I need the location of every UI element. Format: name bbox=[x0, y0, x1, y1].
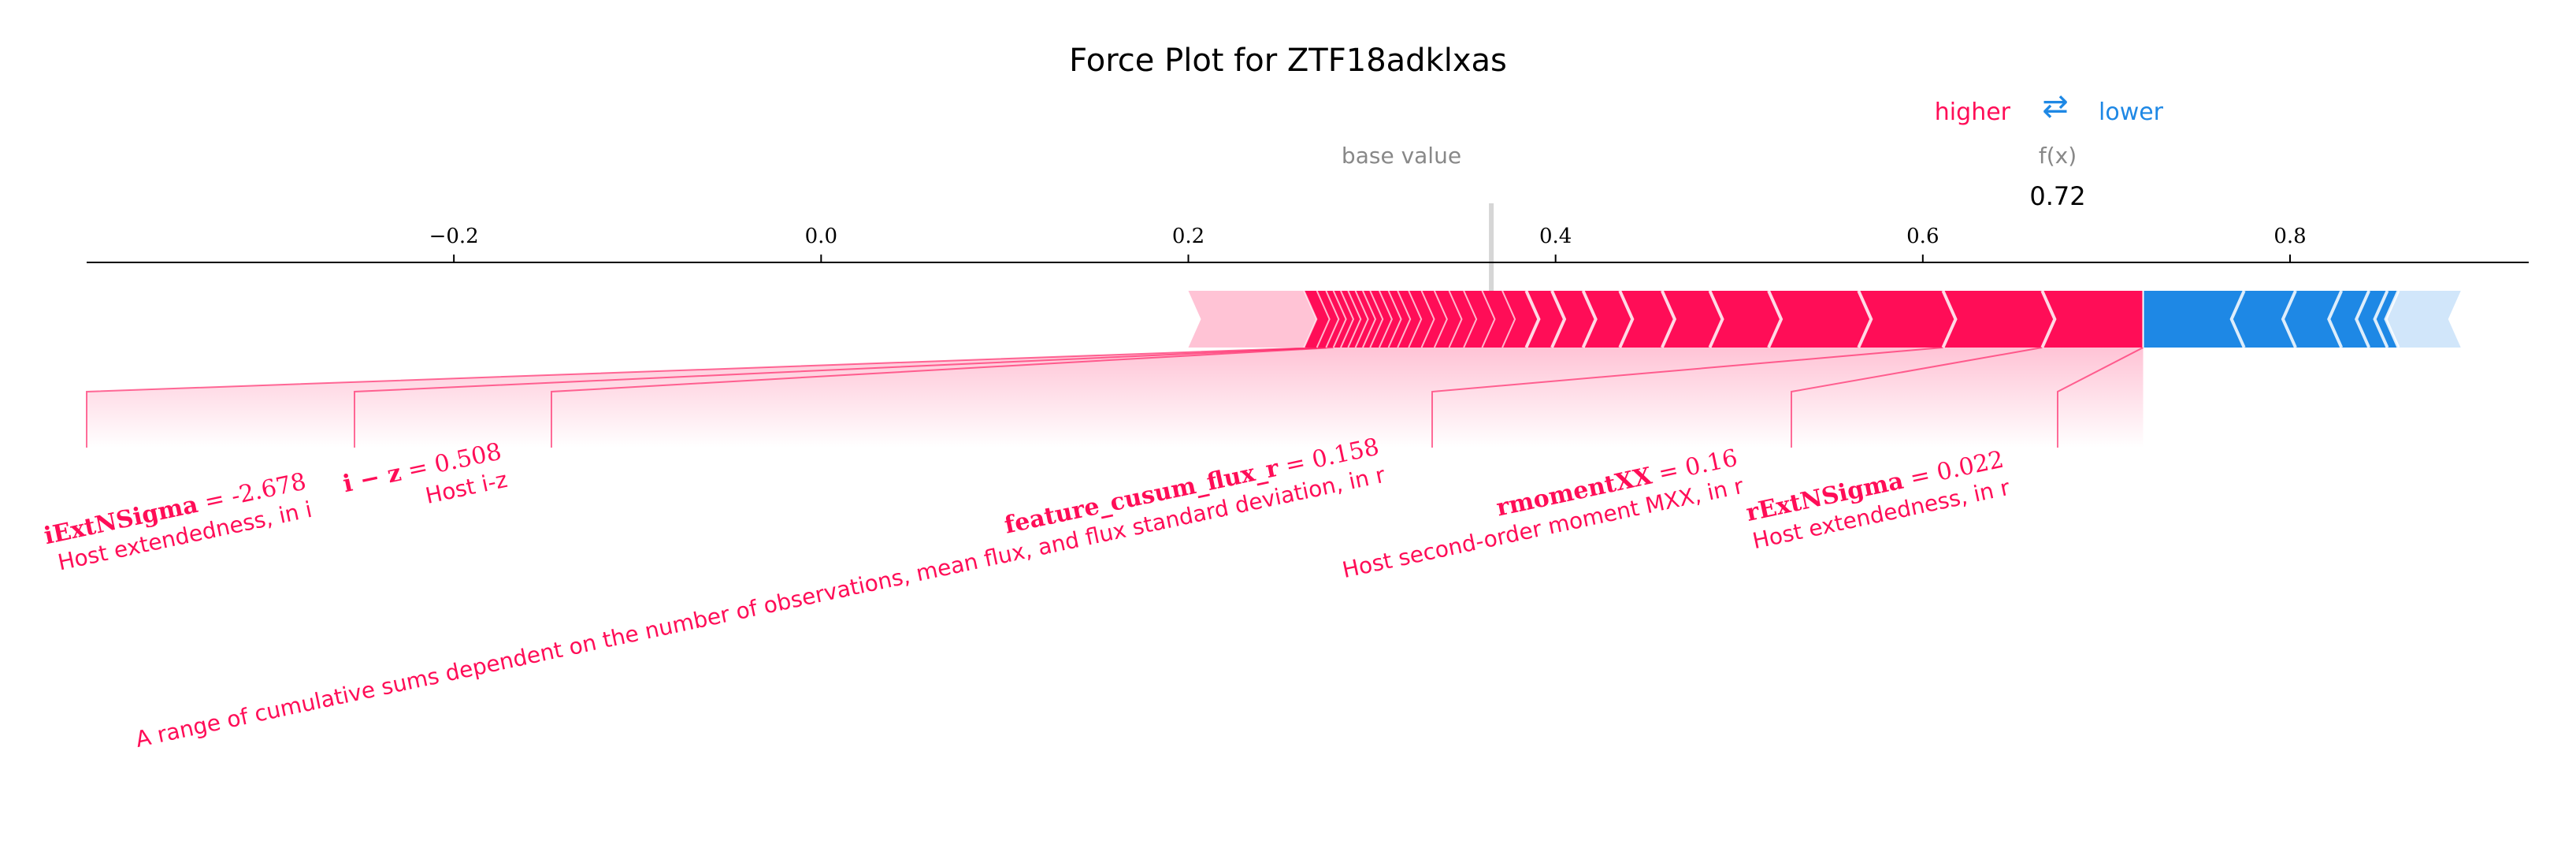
positive-segment-divider bbox=[1941, 290, 1958, 348]
annotation-leader bbox=[551, 347, 1334, 448]
force-bars bbox=[1188, 290, 2461, 348]
x-tick-label: −0.2 bbox=[429, 225, 479, 248]
positive-tail bbox=[1188, 291, 1317, 348]
positive-segment-divider bbox=[1340, 290, 1355, 348]
positive-segment-divider bbox=[1708, 290, 1724, 348]
positive-segment-divider bbox=[1347, 290, 1362, 348]
x-tick-label: 0.2 bbox=[1172, 225, 1204, 248]
negative-tail bbox=[2385, 291, 2461, 348]
positive-segment-divider bbox=[1325, 290, 1340, 348]
annotation-leader bbox=[1431, 347, 1943, 448]
positive-segment-divider bbox=[1524, 290, 1541, 348]
annotation-fade bbox=[87, 348, 2144, 448]
annotation-leader bbox=[86, 347, 1317, 448]
x-tick-label: 0.4 bbox=[1539, 225, 1572, 248]
positive-segment-divider bbox=[1857, 290, 1873, 348]
positive-segment-divider bbox=[1481, 290, 1496, 348]
positive-segment-divider bbox=[1618, 290, 1635, 348]
negative-segment-divider bbox=[2355, 290, 2371, 348]
negative-segment-divider bbox=[2384, 290, 2400, 348]
base-value-marker bbox=[1489, 203, 1494, 348]
positive-segment-divider bbox=[1463, 290, 1478, 348]
x-axis-ticks: −0.2 0.0 0.2 0.4 0.6 0.8 bbox=[429, 225, 2307, 262]
positive-segment-divider bbox=[1369, 290, 1384, 348]
positive-segment-divider bbox=[1501, 290, 1516, 348]
base-value-label: base value bbox=[1342, 143, 1461, 169]
positive-segment-divider bbox=[1408, 290, 1423, 348]
x-tick-label: 0.6 bbox=[1906, 225, 1939, 248]
legend-arrows-icon: ⇄ bbox=[2042, 88, 2069, 125]
chart-title: Force Plot for ZTF18adklxas bbox=[1069, 43, 1507, 79]
positive-segment-divider bbox=[1332, 290, 1347, 348]
positive-segment-divider bbox=[1397, 290, 1412, 348]
negative-segment-divider bbox=[2327, 290, 2344, 348]
positive-segment-divider bbox=[1362, 290, 1377, 348]
negative-segment-divider bbox=[2373, 290, 2389, 348]
positive-segment-divider bbox=[2040, 290, 2057, 348]
annotation-leader bbox=[1791, 347, 2043, 448]
positive-segment-divider bbox=[1303, 290, 1318, 348]
positive-segment-divider bbox=[1354, 290, 1369, 348]
positive-segment-divider bbox=[1378, 290, 1393, 348]
positive-segment-divider bbox=[1448, 290, 1463, 348]
x-tick-label: 0.8 bbox=[2273, 225, 2306, 248]
annotation-leaders bbox=[86, 347, 2144, 448]
legend-higher: higher bbox=[1935, 99, 2011, 126]
negative-segment-divider bbox=[2229, 290, 2246, 348]
legend-lower: lower bbox=[2099, 99, 2164, 126]
annotation-leader bbox=[2057, 347, 2144, 448]
annotation-fade-area bbox=[87, 348, 2144, 448]
output-value: 0.72 bbox=[2029, 181, 2085, 211]
positive-segment-divider bbox=[1316, 290, 1331, 348]
positive-segment-divider bbox=[1550, 290, 1567, 348]
positive-segment-divider bbox=[1767, 290, 1784, 348]
positive-segment-divider bbox=[1581, 290, 1598, 348]
annotation-leader bbox=[354, 347, 1327, 448]
positive-segment-divider bbox=[1387, 290, 1402, 348]
feature-description: A range of cumulative sums dependent on … bbox=[133, 462, 1387, 753]
positive-segment-divider bbox=[1420, 290, 1435, 348]
fx-label: f(x) bbox=[2039, 143, 2077, 169]
positive-segment-divider bbox=[1661, 290, 1677, 348]
x-tick-label: 0.0 bbox=[805, 225, 837, 248]
negative-bar bbox=[2143, 291, 2399, 348]
negative-segment-divider bbox=[2281, 290, 2297, 348]
positive-segment-divider bbox=[1433, 290, 1448, 348]
